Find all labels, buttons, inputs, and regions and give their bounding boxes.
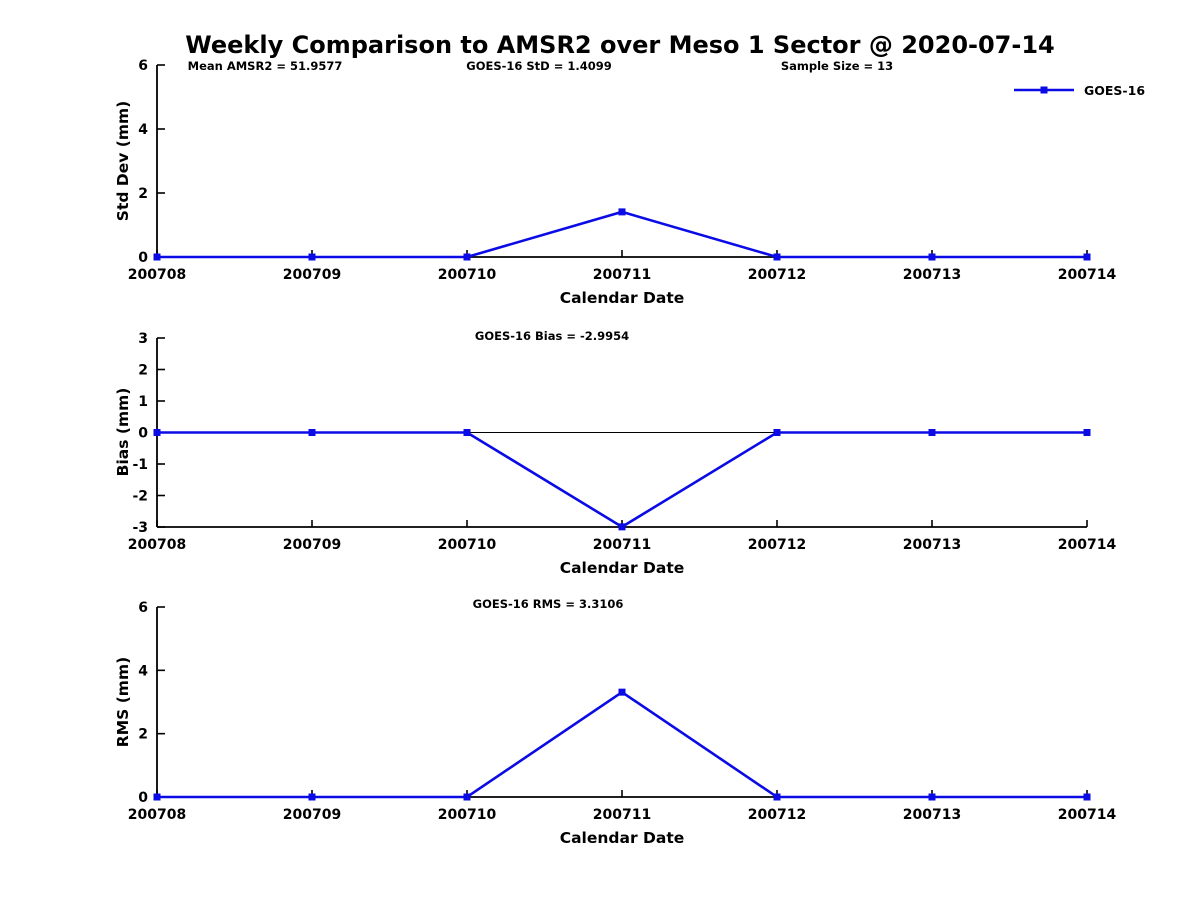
x-tick-label: 200710 xyxy=(438,537,497,553)
subplot-rms: 0 2 4 6 200708 200709 200710 200711 200712 200713… xyxy=(128,600,1117,823)
goes16-data-point xyxy=(463,793,471,801)
goes16-series-line xyxy=(157,431,1087,529)
stddev-x-axis-label: Calendar Date xyxy=(559,289,685,307)
x-tick-label: 200712 xyxy=(748,807,806,823)
goes16-series-line xyxy=(157,690,1087,799)
x-tick-label: 200710 xyxy=(438,267,497,283)
x-tick-label: 200709 xyxy=(283,267,341,283)
annotation-sample-size: Sample Size = 13 xyxy=(780,59,894,73)
x-tick-label: 200709 xyxy=(283,807,341,823)
annotation-goes16-rms: GOES-16 RMS = 3.3106 xyxy=(472,597,624,611)
x-tick-label: 200712 xyxy=(748,267,806,283)
y-tick-label: -3 xyxy=(132,520,148,536)
goes16-data-point xyxy=(773,429,781,436)
goes16-data-point xyxy=(928,429,936,436)
x-tick-label: 200708 xyxy=(128,267,186,283)
rms-y-axis-label: RMS (mm) xyxy=(114,656,132,748)
y-tick-label: 6 xyxy=(138,600,148,616)
goes16-data-point xyxy=(1083,253,1091,261)
x-tick-label: 200712 xyxy=(748,537,806,553)
legend xyxy=(1012,82,1078,101)
x-tick-label: 200714 xyxy=(1058,267,1117,283)
y-tick-label: 0 xyxy=(138,250,148,266)
bias-y-axis-label: Bias (mm) xyxy=(114,387,132,477)
y-tick-label: 0 xyxy=(138,790,148,806)
goes16-data-point xyxy=(1083,429,1091,436)
x-tick-label: 200713 xyxy=(903,267,961,283)
y-tick-label: 4 xyxy=(138,663,148,679)
x-tick-label: 200714 xyxy=(1058,807,1117,823)
y-tick-label: 3 xyxy=(138,331,148,347)
bias-x-axis-label: Calendar Date xyxy=(559,559,685,577)
x-tick-label: 200711 xyxy=(593,537,651,553)
goes16-data-point xyxy=(773,253,781,261)
x-tick-label: 200713 xyxy=(903,537,961,553)
x-tick-label: 200711 xyxy=(593,267,651,283)
goes16-data-point xyxy=(773,793,781,801)
goes16-data-point xyxy=(618,688,626,696)
x-tick-label: 200713 xyxy=(903,807,961,823)
goes16-data-point xyxy=(1083,793,1091,801)
subplot-bias: -3 -2 -1 0 1 2 3 200708 200709 200710 200711 200712… xyxy=(128,331,1117,553)
y-tick-label: 2 xyxy=(138,186,148,202)
x-tick-label: 200710 xyxy=(438,807,497,823)
figure-title: Weekly Comparison to AMSR2 over Meso 1 S… xyxy=(185,31,1055,59)
goes16-data-point xyxy=(308,793,316,801)
y-tick-label: 4 xyxy=(138,122,148,138)
y-tick-label: 0 xyxy=(138,426,148,442)
goes16-data-point xyxy=(153,253,161,261)
legend-line-marker-icon xyxy=(1014,86,1074,94)
goes16-data-point xyxy=(308,429,316,436)
y-tick-label: 2 xyxy=(138,363,148,379)
goes16-data-point xyxy=(618,208,626,216)
y-tick-label: 2 xyxy=(138,727,148,743)
x-tick-label: 200709 xyxy=(283,537,341,553)
goes16-data-point xyxy=(463,429,471,436)
x-tick-label: 200708 xyxy=(128,807,186,823)
goes16-data-point xyxy=(153,793,161,801)
x-tick-label: 200714 xyxy=(1058,537,1117,553)
subplot-stddev: 0 2 4 6 200708 200709 200710 200711 200712 200713… xyxy=(128,58,1117,283)
y-tick-label: 6 xyxy=(138,58,148,74)
annotation-goes16-bias: GOES-16 Bias = -2.9954 xyxy=(474,329,630,343)
x-tick-label: 200708 xyxy=(128,537,186,553)
goes16-data-point xyxy=(463,253,471,261)
goes16-data-point xyxy=(153,429,161,436)
goes16-data-point xyxy=(618,523,626,531)
goes16-data-point xyxy=(928,253,936,261)
annotation-mean-amsr2: Mean AMSR2 = 51.9577 xyxy=(187,59,343,73)
annotation-goes16-std: GOES-16 StD = 1.4099 xyxy=(466,59,612,73)
x-tick-label: 200711 xyxy=(593,807,651,823)
stddev-y-axis-label: Std Dev (mm) xyxy=(114,100,132,222)
y-tick-label: 1 xyxy=(138,394,148,410)
y-tick-label: -2 xyxy=(132,489,148,505)
goes16-data-point xyxy=(308,253,316,261)
legend-label: GOES-16 xyxy=(1084,82,1146,98)
rms-x-axis-label: Calendar Date xyxy=(559,829,685,847)
y-tick-label: -1 xyxy=(132,457,148,473)
goes16-data-point xyxy=(928,793,936,801)
